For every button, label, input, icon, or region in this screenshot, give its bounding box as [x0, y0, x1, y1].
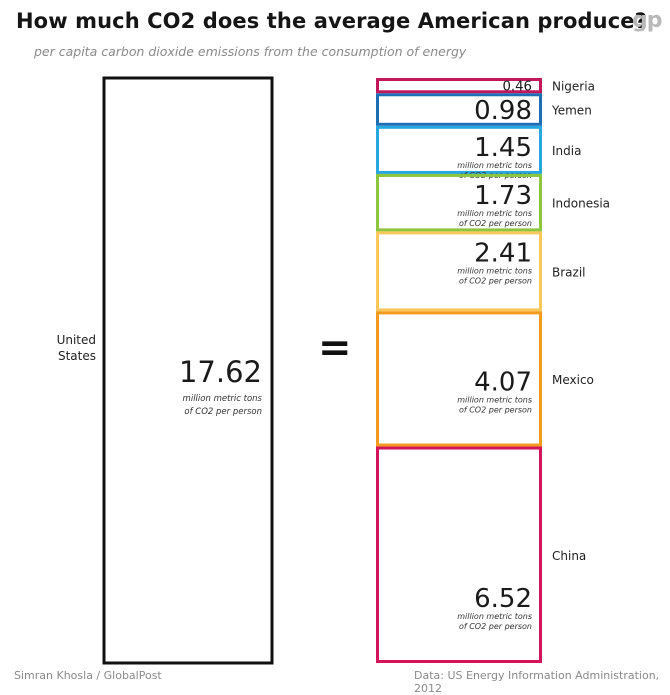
mexico-unit-line1: million metric tons [457, 396, 532, 405]
indonesia-unit-line2: of CO2 per person [459, 219, 532, 228]
indonesia-bar [376, 173, 542, 232]
united-states-value: 17.62 [179, 355, 262, 389]
china-unit-line2: of CO2 per person [459, 622, 532, 631]
united-states-label-line1: United [56, 333, 96, 347]
united-states-unit-line1: million metric tons [183, 394, 263, 404]
brazil-bar [376, 231, 542, 312]
china-label: China [552, 549, 586, 563]
footer-credit: Simran Khosla / GlobalPost [14, 669, 162, 682]
united-states-label-line2: States [57, 349, 96, 363]
china-bar [376, 446, 542, 664]
yemen-label: Yemen [551, 104, 592, 118]
china-unit-line1: million metric tons [457, 612, 532, 621]
globalpost-logo: gp [632, 8, 662, 33]
mexico-value: 4.07 [474, 368, 532, 398]
united-states-bar-group: 17.62 million metric tons of CO2 per perso… [102, 76, 274, 665]
brazil-unit-line1: million metric tons [457, 266, 532, 275]
brazil-label: Brazil [552, 265, 586, 279]
united-states-bar [102, 76, 274, 665]
brazil-value: 2.41 [474, 238, 532, 268]
mexico-label: Mexico [552, 373, 594, 387]
indonesia-label: Indonesia [552, 197, 610, 211]
india-unit-line1: million metric tons [457, 161, 532, 170]
yemen-bar [376, 93, 542, 126]
chart-title: How much CO2 does the average American p… [16, 9, 647, 33]
united-states-label: United States [30, 332, 96, 364]
indonesia-value: 1.73 [474, 181, 532, 211]
footer-source: Data: US Energy Information Administrati… [414, 669, 660, 695]
nigeria-label: Nigeria [552, 80, 595, 94]
nigeria-bar [376, 78, 542, 94]
india-value: 1.45 [474, 133, 532, 163]
nigeria-value: 0.46 [502, 79, 532, 94]
india-label: India [552, 144, 581, 158]
indonesia-unit-line1: million metric tons [457, 209, 532, 218]
mexico-unit-line2: of CO2 per person [459, 406, 532, 415]
mexico-bar [376, 311, 542, 447]
yemen-value: 0.98 [474, 96, 532, 126]
chart-subtitle: per capita carbon dioxide emissions from… [34, 44, 467, 59]
brazil-unit-line2: of CO2 per person [459, 276, 532, 285]
china-value: 6.52 [474, 584, 532, 614]
united-states-unit-line2: of CO2 per person [184, 407, 262, 417]
equals-sign: = [318, 325, 352, 371]
india-bar [376, 125, 542, 174]
